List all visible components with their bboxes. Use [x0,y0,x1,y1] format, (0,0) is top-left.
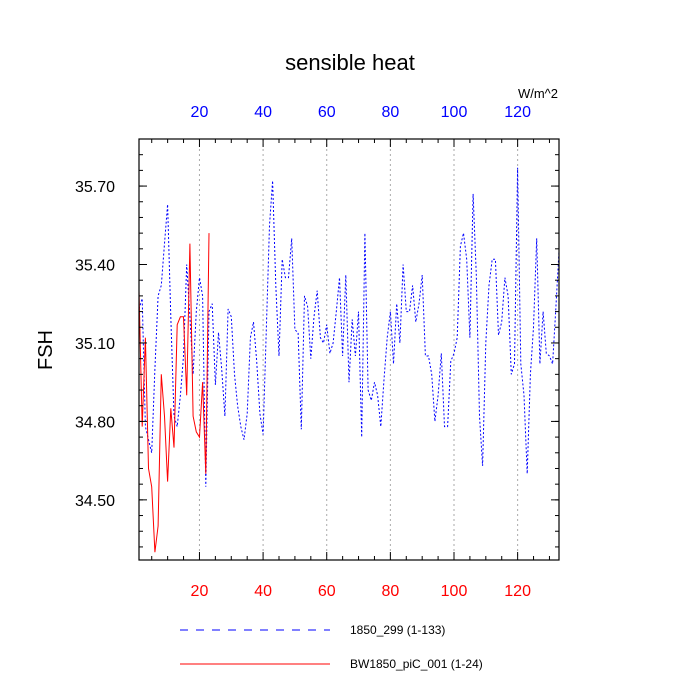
x-tick-label-top: 120 [504,104,531,121]
legend: 1850_299 (1-133) BW1850_piC_001 (1-24) [180,623,483,671]
x-tick-label-bottom: 20 [191,583,209,600]
y-tick-label: 34.50 [75,493,115,510]
series-layer [138,167,560,553]
x-tick-label-top: 20 [191,104,209,121]
axis-tick-labels: 20 20 40 40 60 60 80 80 100 100 120 120 34.50 34.80 35… [75,104,531,600]
y-tick-label: 35.70 [75,179,115,196]
series-line-bw1850-pic-001 [138,233,210,553]
y-tick-label: 34.80 [75,414,115,431]
units-label: W/m^2 [518,86,558,101]
x-tick-label-bottom: 40 [254,583,272,600]
x-tick-label-top: 100 [441,104,468,121]
legend-label-bw1850: BW1850_piC_001 (1-24) [350,657,483,671]
x-tick-label-bottom: 120 [504,583,531,600]
y-tick-label: 35.10 [75,336,115,353]
x-tick-label-top: 40 [254,104,272,121]
x-tick-label-bottom: 60 [318,583,336,600]
series-line-1850-299 [138,167,560,487]
grid-lines [198,139,519,560]
x-tick-label-top: 60 [318,104,336,121]
x-tick-label-bottom: 80 [381,583,399,600]
chart-title: sensible heat [285,50,415,75]
y-axis-label: FSH [35,330,57,370]
x-tick-label-top: 80 [381,104,399,121]
axis-ticks [139,138,559,560]
legend-label-1850: 1850_299 (1-133) [350,623,445,637]
x-tick-label-bottom: 100 [441,583,468,600]
y-tick-label: 35.40 [75,258,115,275]
plot-frame [138,138,560,561]
